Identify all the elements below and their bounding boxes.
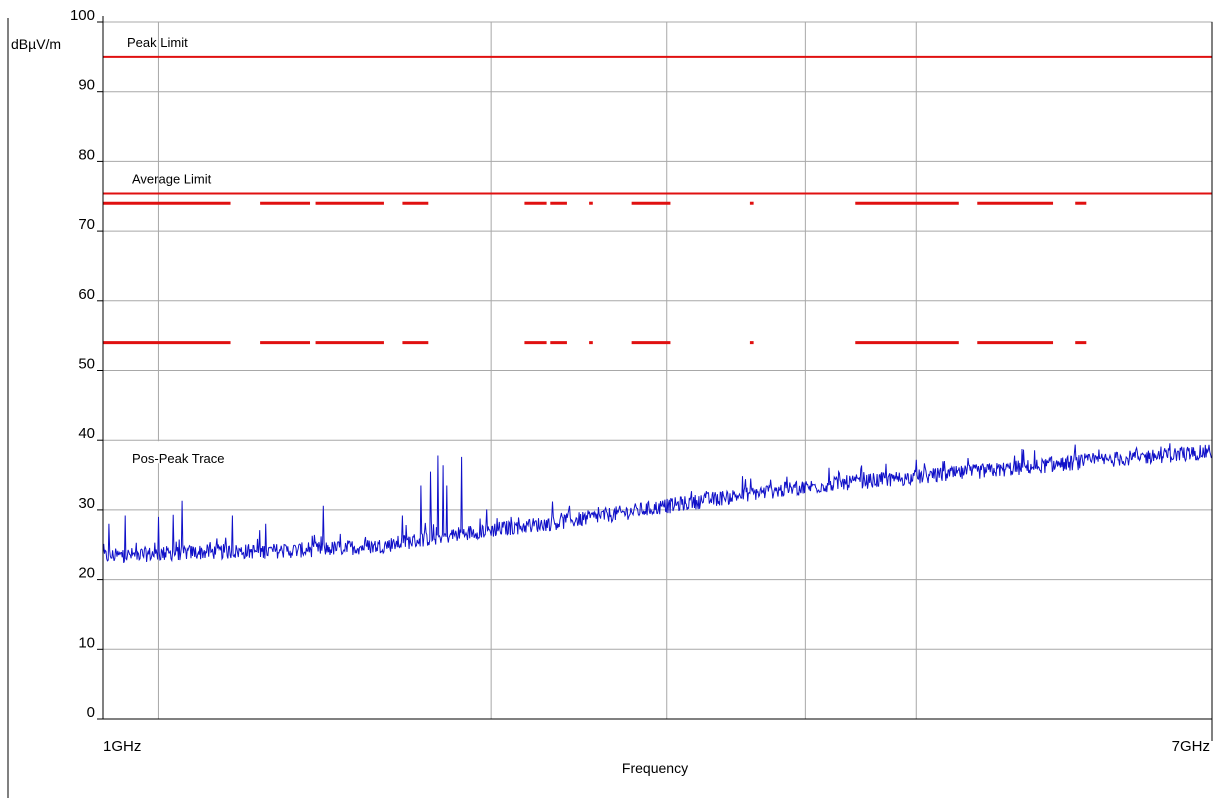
x-tick-label: 1GHz [103, 738, 141, 755]
x-axis-label: Frequency [622, 760, 688, 776]
axes [7, 16, 1213, 798]
y-tick-label: 40 [78, 425, 95, 442]
y-tick-label: 60 [78, 286, 95, 303]
band-markers [103, 201, 1087, 345]
grid [102, 21, 1213, 720]
limit-lines [103, 55, 1212, 195]
y-tick-label: 30 [78, 495, 95, 512]
peak-limit-label: Peak Limit [127, 35, 188, 50]
y-tick-label: 100 [70, 7, 95, 24]
y-tick-label: 0 [87, 704, 95, 721]
y-tick-label: 20 [78, 565, 95, 582]
trace-label: Pos-Peak Trace [132, 451, 225, 466]
pos-peak-trace [102, 443, 1213, 563]
y-tick-label: 90 [78, 77, 95, 94]
y-axis-label: dBµV/m [11, 36, 61, 52]
y-tick-label: 10 [78, 634, 95, 651]
y-tick-label: 70 [78, 216, 95, 233]
average-limit-label: Average Limit [132, 171, 212, 186]
y-tick-label: 50 [78, 356, 95, 373]
trace-label-background [105, 441, 291, 464]
labels: dBµV/m Frequency 0 10 20 30 40 50 60 70 80 90 100 1… [11, 7, 1210, 776]
trace-layer [102, 443, 1213, 563]
y-tick-label: 80 [78, 146, 95, 163]
x-tick-label: 7GHz [1172, 738, 1210, 755]
